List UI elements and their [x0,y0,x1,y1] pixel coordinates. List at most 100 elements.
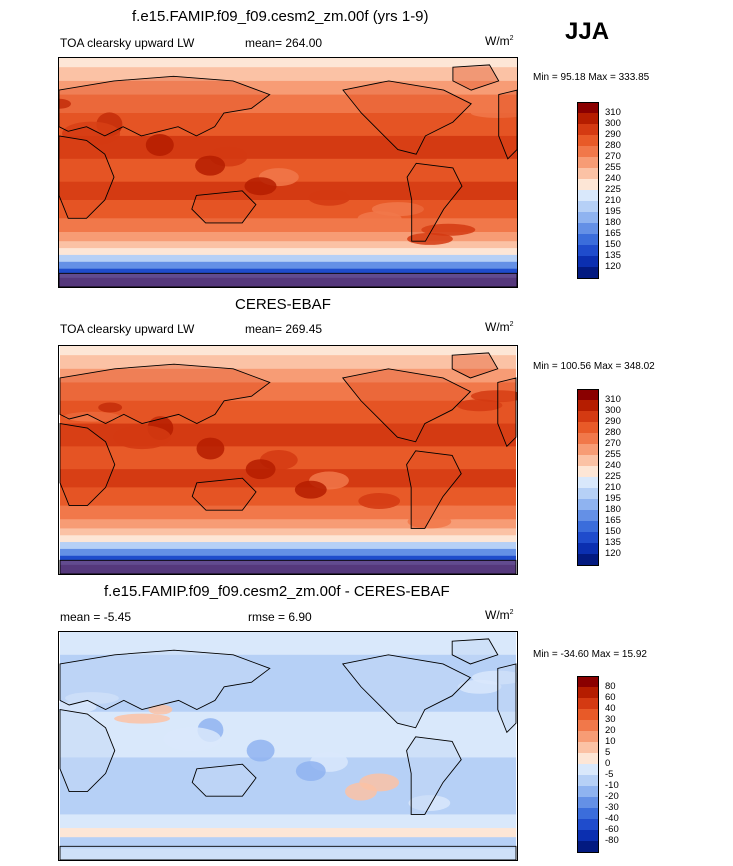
colorbar-swatch [577,720,599,731]
colorbar-swatch [577,146,599,157]
colorbar-tick-label: 5 [605,747,611,758]
colorbar-swatch [577,267,599,279]
field-band [59,277,517,288]
coastline [59,423,116,507]
field-band [60,382,516,402]
colorbar-swatch [577,676,599,688]
colorbar-swatch [577,433,599,444]
colorbar-swatch [577,113,599,124]
panel-2-minmax: Min = 100.56 Max = 348.02 [533,361,655,372]
colorbar-tick-label: 20 [605,725,616,736]
colorbar-tick-label: 120 [605,261,621,272]
field-anomaly [196,437,225,460]
colorbar-tick-label: 40 [605,703,616,714]
field-band [59,248,517,256]
colorbar-tick-label: 210 [605,195,621,206]
colorbar-tick-label: 290 [605,416,621,427]
panel-2-map [58,345,525,575]
colorbar-tick-label: -30 [605,802,619,813]
coastline [58,272,518,288]
field-band [59,181,517,201]
field-anomaly [148,704,173,715]
field-band [60,828,516,838]
coastline [58,135,115,219]
field-band [59,135,517,160]
colorbar-tick-label: 270 [605,438,621,449]
colorbar-swatch [577,201,599,212]
colorbar-tick-label: 310 [605,394,621,405]
colorbar-tick-label: -40 [605,813,619,824]
colorbar-swatch [577,157,599,168]
panel-1-title: f.e15.FAMIP.f09_f09.cesm2_zm.00f (yrs 1-… [132,8,429,25]
colorbar-tick-label: 135 [605,250,621,261]
field-anomaly [246,739,275,762]
colorbar-swatch [577,411,599,422]
colorbar-tick-label: -5 [605,769,614,780]
colorbar-swatch [577,687,599,698]
field-band [59,254,517,263]
colorbar-tick-label: 240 [605,173,621,184]
coastline [341,654,472,729]
colorbar-swatch [577,753,599,764]
field-band [60,355,516,370]
field-band [60,469,516,488]
panel-3-title: f.e15.FAMIP.f09_f09.cesm2_zm.00f - CERES… [104,583,450,600]
colorbar-swatch [577,124,599,135]
field-anomaly [308,189,351,206]
field-band [59,94,517,114]
colorbar-swatch [577,422,599,433]
colorbar-swatch [577,543,599,554]
colorbar-swatch [577,256,599,267]
colorbar-tick-label: -10 [605,780,619,791]
panel-1-units: W/m2 [485,34,514,48]
field-anomaly [195,155,226,176]
field-band [60,632,516,656]
colorbar-tick-label: 300 [605,118,621,129]
field-band [60,548,516,557]
field-band [60,564,516,575]
coastline [59,559,517,575]
colorbar-tick-label: 255 [605,449,621,460]
panel-2-title: CERES-EBAF [235,296,331,313]
colorbar-swatch [577,731,599,742]
field-anomaly [145,134,174,156]
field-anomaly [244,177,277,196]
colorbar-tick-label: 180 [605,504,621,515]
coastline [497,377,517,448]
colorbar-tick-label: 165 [605,515,621,526]
colorbar-swatch [577,455,599,466]
colorbar-swatch [577,521,599,532]
colorbar-swatch [577,400,599,411]
coastline [59,709,116,793]
panel-3-rmse-label: rmse = 6.90 [248,610,312,624]
panel-3-units: W/m2 [485,608,514,622]
field-band [59,261,517,270]
colorbar-swatch [577,830,599,841]
colorbar-tick-label: 300 [605,405,621,416]
panel-3-mean-label: mean = -5.45 [60,610,132,624]
field-band [60,368,516,383]
panel-1-minmax: Min = 95.18 Max = 333.85 [533,72,650,83]
colorbar-tick-label: 225 [605,471,621,482]
coastline [341,368,472,443]
field-anomaly [113,425,171,450]
colorbar-tick-label: 270 [605,151,621,162]
colorbar-swatch [577,444,599,455]
colorbar-swatch [577,245,599,256]
colorbar-swatch [577,223,599,234]
field-anomaly [295,761,326,782]
colorbar-tick-label: 180 [605,217,621,228]
field-anomaly [98,402,123,413]
panel-1-map-field [47,58,527,288]
field-anomaly [456,399,503,412]
colorbar-tick-label: 0 [605,758,611,769]
panel-1-map [47,57,527,288]
colorbar-tick-label: 30 [605,714,616,725]
colorbar-tick-label: 135 [605,537,621,548]
colorbar-swatch [577,466,599,477]
coastline [497,663,517,734]
field-anomaly [457,679,502,694]
coastline [191,477,257,511]
panel-3-map [50,631,524,861]
field-band [60,423,516,447]
